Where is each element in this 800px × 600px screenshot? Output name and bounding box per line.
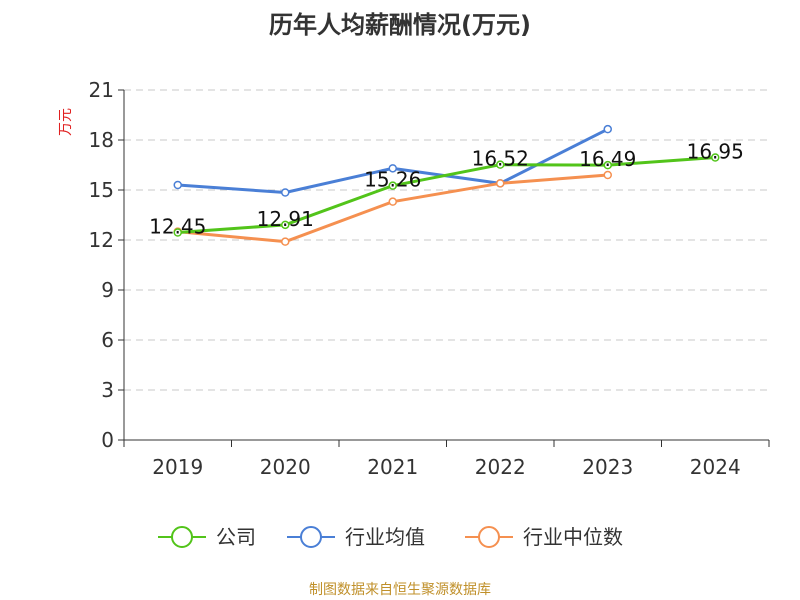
data-point [496,160,505,169]
legend-item[interactable]: 行业均值 [287,525,425,549]
y-axis-label: 万元 [58,108,74,136]
data-label: 16.95 [687,140,744,164]
y-tick-label: 6 [101,328,114,352]
x-tick-label: 2019 [152,455,203,479]
data-labels: 12.45 12.91 15.26 16.52 16.49 16.95 [149,140,744,239]
data-point [281,237,290,246]
data-point [173,228,182,237]
y-tick-label: 18 [89,128,114,152]
x-tick-label: 2024 [690,455,741,479]
data-point [388,197,397,206]
data-point [173,180,182,190]
y-tick-label: 12 [89,228,114,252]
data-point [603,160,612,170]
y-tick-label: 3 [101,378,114,402]
data-point [603,170,612,180]
legend-marker [478,526,500,548]
y-tick-label: 0 [101,428,114,452]
data-point [496,179,505,188]
data-label: 12.91 [257,207,314,231]
data-point [711,153,720,162]
source-note: 制图数据来自恒生聚源数据库 [309,582,491,598]
x-tick-label: 2023 [582,455,633,479]
legend-item[interactable]: 公司 [158,525,256,549]
legend-marker [171,526,193,548]
data-label: 16.49 [579,147,636,171]
data-label: 15.26 [364,168,421,192]
series-lines [173,124,720,246]
data-point [281,220,290,230]
data-point [388,181,397,190]
legend-item[interactable]: 行业中位数 [465,525,623,549]
chart-title: 历年人均薪酬情况(万元) [269,11,531,39]
data-label: 16.52 [472,147,529,171]
data-label: 12.45 [149,215,206,239]
series-line-0 [177,156,716,234]
legend-label: 行业中位数 [523,525,623,549]
x-tick-label: 2021 [367,455,418,479]
axes: 0 3 6 9 12 15 18 21 2019 2020 2021 2022 2023 2024 [89,78,770,479]
legend-label: 公司 [216,525,256,549]
legend[interactable]: 公司 行业均值 行业中位数 [158,525,623,549]
x-tick-label: 2020 [260,455,311,479]
y-tick-label: 15 [89,178,114,202]
legend-label: 行业均值 [345,525,425,549]
data-point [603,124,612,134]
y-tick-label: 21 [89,78,114,102]
x-tick-label: 2022 [475,455,526,479]
legend-marker [300,526,322,548]
data-point [281,188,290,197]
data-point [388,164,397,173]
grid-lines [124,89,769,391]
y-tick-label: 9 [101,278,114,302]
